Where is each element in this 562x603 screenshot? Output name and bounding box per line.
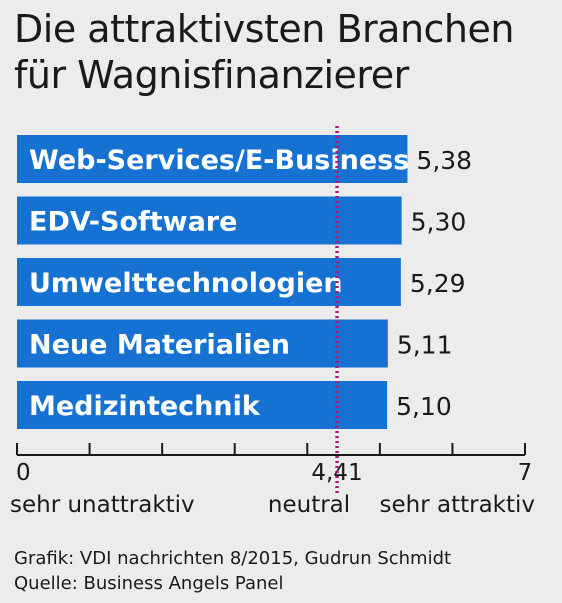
bar-group: Web-Services/E-Business 5,38 bbox=[17, 135, 472, 183]
bars-layer: Web-Services/E-Business 5,38 EDV-Software 5… bbox=[17, 135, 472, 429]
footer-source: Quelle: Business Angels Panel bbox=[14, 573, 284, 594]
bar-value-label: 5,10 bbox=[396, 392, 452, 421]
bar-category-label: Web-Services/E-Business bbox=[29, 145, 409, 176]
footer-credit: Grafik: VDI nachrichten 8/2015, Gudrun S… bbox=[14, 548, 452, 569]
bar-category-label: Neue Materialien bbox=[29, 330, 290, 361]
bar-group: EDV-Software 5,30 bbox=[17, 196, 467, 245]
title-line-1: Die attraktivsten Branchen bbox=[14, 7, 514, 51]
bar-value-label: 5,29 bbox=[410, 269, 466, 298]
bar-value-label: 5,38 bbox=[416, 146, 472, 175]
x-axis-caption: sehr attraktiv bbox=[380, 492, 536, 518]
bar-group: Neue Materialien 5,11 bbox=[17, 319, 453, 368]
title-line-2: für Wagnisfinanzierer bbox=[14, 53, 409, 97]
x-tick-label: 7 bbox=[518, 460, 533, 486]
bar-group: Umwelttechnologien 5,29 bbox=[17, 258, 466, 306]
x-axis-caption: sehr unattraktiv bbox=[10, 492, 195, 518]
bar-category-label: Umwelttechnologien bbox=[29, 268, 343, 299]
bar bbox=[17, 319, 388, 368]
x-axis-caption: neutral bbox=[268, 492, 350, 518]
bar-group: Medizintechnik 5,10 bbox=[17, 381, 452, 429]
bar bbox=[17, 381, 388, 429]
bar-category-label: Medizintechnik bbox=[29, 391, 261, 422]
bar-category-label: EDV-Software bbox=[29, 207, 237, 238]
footer: Grafik: VDI nachrichten 8/2015, Gudrun S… bbox=[14, 546, 451, 596]
bar-chart: Web-Services/E-Business 5,38 EDV-Software 5… bbox=[10, 126, 535, 518]
bar-value-label: 5,30 bbox=[411, 208, 467, 237]
bar bbox=[17, 135, 408, 183]
x-tick-label: 0 bbox=[16, 460, 31, 486]
bar-value-label: 5,11 bbox=[397, 331, 453, 360]
chart-title: Die attraktivsten Branchen für Wagnisfin… bbox=[14, 6, 514, 98]
